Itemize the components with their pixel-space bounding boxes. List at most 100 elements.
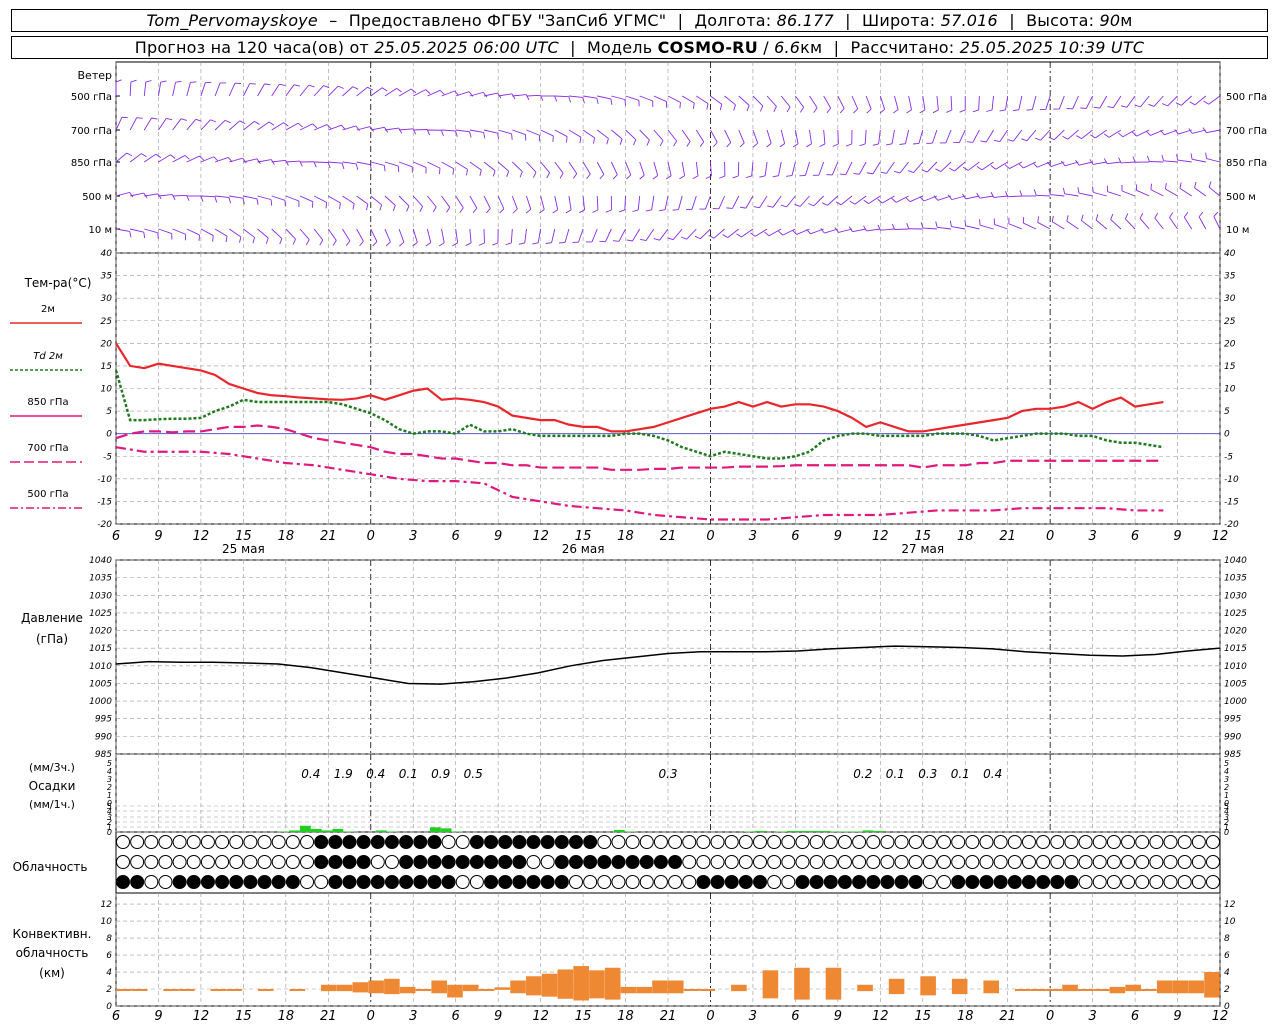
cloud-cover-symbol bbox=[781, 835, 796, 849]
cloud-cover-symbol bbox=[1050, 875, 1065, 889]
wind-barb bbox=[524, 228, 527, 243]
conv-y-tick-label: 8 bbox=[106, 934, 112, 944]
wind-barb bbox=[384, 161, 399, 167]
cloud-cover-symbol bbox=[795, 835, 810, 849]
wind-barb-flag bbox=[1037, 216, 1039, 223]
wind-barb bbox=[1066, 220, 1079, 230]
time-tick-label: 21 bbox=[999, 1009, 1016, 1024]
wind-barb bbox=[618, 228, 626, 242]
time-tick-label: 18 bbox=[957, 1009, 974, 1024]
wind-barb-flag bbox=[794, 203, 801, 207]
wind-barb-flag bbox=[773, 106, 777, 112]
cloud-cover-symbol bbox=[1163, 835, 1178, 849]
wind-barb-flag bbox=[920, 222, 924, 229]
wind-barb-flag bbox=[732, 175, 739, 179]
wind-barb-flag bbox=[699, 141, 705, 147]
wind-barb-flag bbox=[212, 235, 214, 242]
wind-barb-flag bbox=[499, 208, 505, 214]
wind-barb bbox=[1009, 161, 1023, 169]
wind-barb bbox=[526, 195, 532, 210]
wind-barb bbox=[1136, 189, 1150, 197]
header-separator: | bbox=[677, 11, 684, 30]
wind-barb-flag bbox=[780, 204, 787, 208]
cloud-cover-symbol bbox=[1106, 855, 1121, 869]
wind-barb-flag bbox=[579, 137, 582, 144]
wind-barb bbox=[1167, 95, 1178, 107]
wind-barb bbox=[1179, 187, 1192, 197]
wind-barb-flag bbox=[1131, 131, 1137, 137]
wind-barb bbox=[768, 228, 782, 237]
temp-y-tick-label-right: 30 bbox=[1224, 294, 1236, 304]
cloud-cover-symbol bbox=[710, 875, 725, 889]
pressure-y-tick-label-right: 1040 bbox=[1224, 556, 1247, 566]
wind-barb-flag bbox=[224, 119, 231, 124]
wind-barb bbox=[511, 161, 523, 173]
wind-barb-flag bbox=[1174, 129, 1179, 135]
wind-barb-flag bbox=[319, 239, 324, 246]
cloud-cover-symbol bbox=[342, 875, 357, 889]
latitude-label: Широта: bbox=[862, 11, 936, 30]
wind-barb bbox=[824, 228, 838, 234]
time-tick-label: 15 bbox=[914, 1009, 931, 1024]
wind-barb bbox=[271, 122, 284, 131]
precip-y-tick-label: 0 bbox=[107, 828, 112, 837]
pressure-y-tick-label: 985 bbox=[95, 750, 112, 760]
wind-barb-flag bbox=[1183, 212, 1189, 218]
wind-barb bbox=[710, 95, 723, 105]
wind-barb-flag bbox=[339, 202, 341, 209]
wind-barb-flag bbox=[1004, 191, 1009, 197]
time-tick-label: 0 bbox=[1046, 1009, 1054, 1024]
pressure-y-tick-label: 1030 bbox=[89, 591, 112, 601]
wind-barb-flag bbox=[180, 118, 187, 121]
wind-barb-flag bbox=[618, 209, 625, 213]
cloud-cover-symbol bbox=[696, 875, 711, 889]
wind-barb bbox=[554, 195, 559, 210]
wind-barb-flag bbox=[1034, 137, 1041, 141]
convective-bar bbox=[668, 980, 684, 994]
wind-barb bbox=[526, 94, 541, 97]
wind-barb-flag bbox=[1150, 183, 1152, 190]
cloud-cover-symbol bbox=[738, 875, 753, 889]
convective-bar bbox=[1093, 989, 1110, 992]
wind-barb bbox=[441, 90, 455, 97]
wind-barb bbox=[705, 195, 711, 210]
wind-barb bbox=[981, 161, 994, 171]
wind-barb-flag bbox=[980, 140, 987, 143]
cloud-cover-symbol bbox=[1064, 835, 1079, 849]
wind-barb-flag bbox=[792, 229, 797, 235]
wind-barb-flag bbox=[652, 175, 658, 180]
wind-barb bbox=[1208, 186, 1221, 197]
wind-barb-flag bbox=[624, 99, 627, 106]
wind-barb bbox=[1081, 129, 1093, 139]
wind-barb bbox=[653, 129, 664, 141]
wind-barb-flag bbox=[1048, 136, 1055, 141]
wind-level-label: 500 гПа bbox=[71, 92, 112, 103]
cloud-cover-symbol bbox=[1106, 875, 1121, 889]
cloud-cover-symbol bbox=[257, 855, 272, 869]
wind-barb-flag bbox=[808, 203, 814, 207]
wind-barb bbox=[483, 195, 491, 209]
precip-y-tick-label: 1 bbox=[107, 823, 112, 832]
pressure-y-tick-label-right: 1025 bbox=[1224, 609, 1247, 619]
wind-barb-flag bbox=[466, 169, 469, 176]
cloud-cover-symbol bbox=[611, 835, 626, 849]
wind-barb-flag bbox=[935, 221, 938, 228]
time-tick-label: 15 bbox=[575, 1009, 592, 1024]
wind-barb bbox=[412, 195, 423, 207]
cloud-cover-symbol bbox=[540, 875, 555, 889]
wind-barb-flag bbox=[285, 160, 289, 166]
wind-barb bbox=[678, 195, 683, 210]
cloud-cover-symbol bbox=[965, 875, 980, 889]
wind-barb-flag bbox=[681, 236, 687, 240]
cloud-cover-symbol bbox=[526, 835, 541, 849]
cloud-cover-symbol bbox=[738, 835, 753, 849]
wind-barb-flag bbox=[1198, 211, 1204, 218]
wind-barb-flag bbox=[1080, 107, 1087, 109]
pressure-y-tick-label-right: 1005 bbox=[1224, 679, 1247, 689]
wind-barb-flag bbox=[532, 172, 537, 178]
convective-bar bbox=[179, 989, 195, 992]
wind-barb bbox=[805, 161, 810, 176]
wind-barb-flag bbox=[213, 156, 219, 162]
cloud-cover-symbol bbox=[1121, 835, 1136, 849]
cloud-cover-symbol bbox=[1078, 855, 1093, 869]
